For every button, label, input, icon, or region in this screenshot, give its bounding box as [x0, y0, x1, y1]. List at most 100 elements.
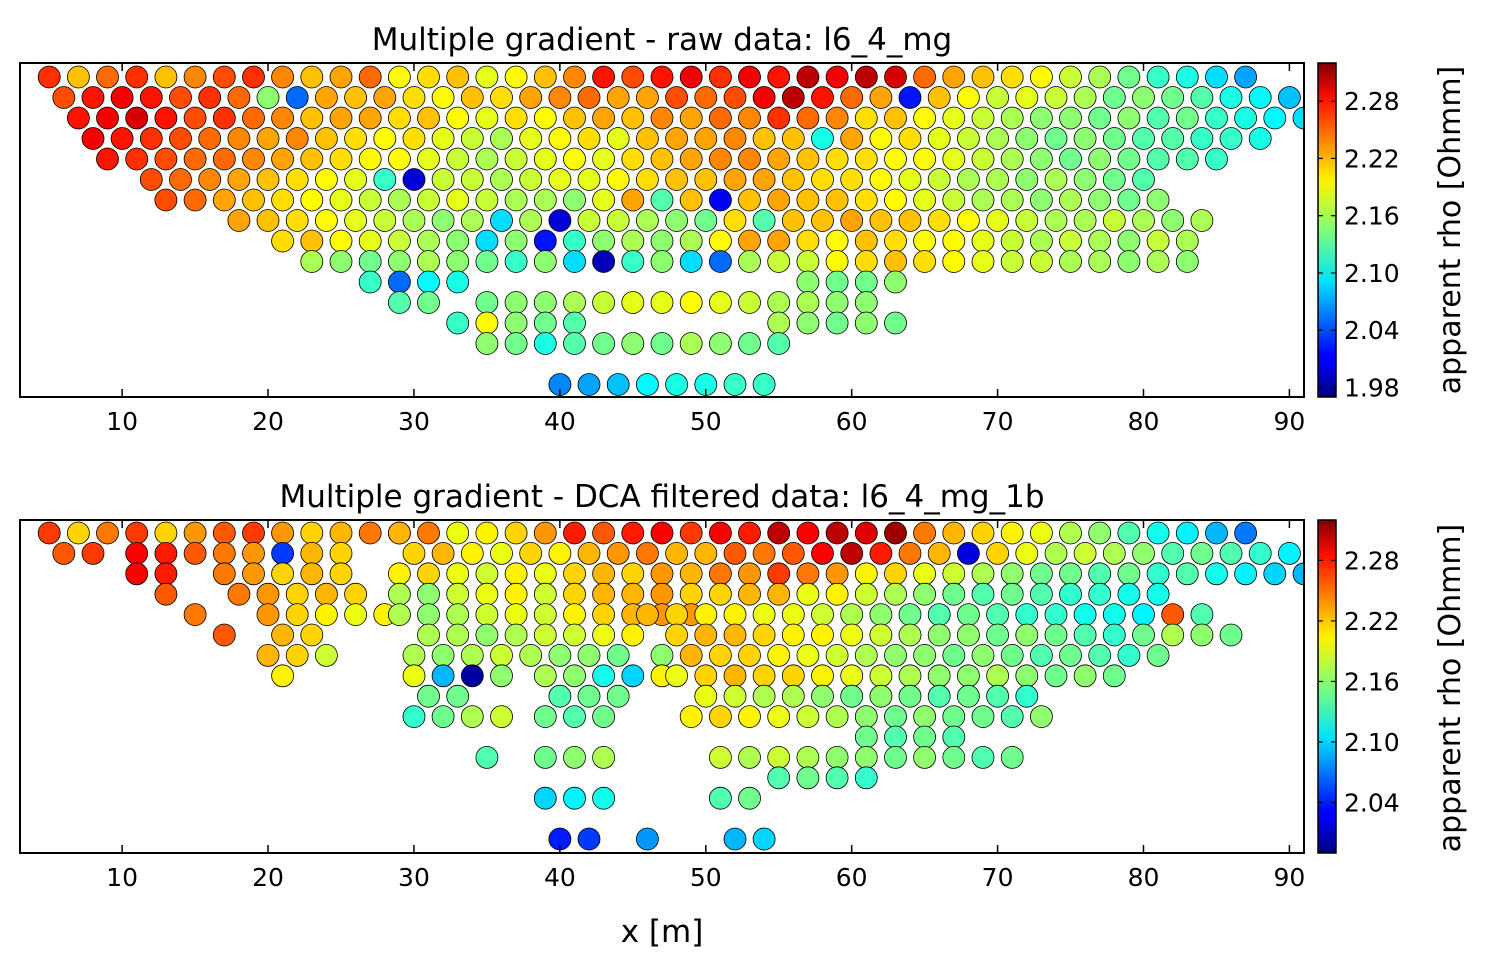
- data-point: [781, 684, 805, 708]
- data-point: [986, 542, 1009, 565]
- data-point: [898, 623, 922, 647]
- raw-data-markers: [37, 65, 1304, 396]
- data-point: [387, 291, 411, 314]
- data-point: [854, 147, 878, 171]
- data-point: [446, 65, 470, 89]
- data-point: [139, 86, 163, 109]
- data-point: [884, 147, 907, 171]
- data-point: [1030, 65, 1053, 89]
- data-point: [373, 86, 397, 109]
- data-point: [417, 623, 440, 647]
- data-point: [723, 603, 747, 626]
- data-point: [942, 746, 966, 769]
- data-point: [1117, 521, 1141, 545]
- data-point: [490, 542, 513, 565]
- data-point: [665, 209, 688, 232]
- data-point: [417, 521, 440, 545]
- data-point: [504, 250, 528, 273]
- data-point: [563, 746, 586, 769]
- data-point: [723, 209, 747, 232]
- data-point: [592, 603, 615, 626]
- data-point: [577, 209, 601, 232]
- data-point: [927, 168, 951, 191]
- data-point: [446, 603, 470, 626]
- data-point: [781, 86, 805, 109]
- data-point: [621, 582, 645, 606]
- data-point: [1175, 106, 1199, 130]
- data-point: [825, 270, 849, 294]
- data-point: [971, 582, 995, 606]
- data-point: [592, 582, 615, 606]
- data-point: [563, 603, 586, 626]
- data-point: [854, 188, 878, 212]
- data-point: [1030, 147, 1053, 171]
- data-point: [446, 562, 470, 586]
- data-point: [636, 827, 659, 851]
- data-point: [709, 582, 732, 606]
- data-point: [300, 229, 324, 253]
- data-point: [1132, 168, 1155, 191]
- data-point: [548, 209, 572, 232]
- data-point: [1030, 188, 1053, 212]
- data-point: [884, 562, 907, 586]
- data-point: [533, 623, 557, 647]
- data-point: [431, 644, 455, 667]
- data-point: [475, 65, 499, 89]
- data-point: [548, 684, 572, 708]
- data-point: [606, 644, 630, 667]
- data-point: [256, 127, 280, 150]
- data-point: [154, 521, 178, 545]
- filtered-plot-frame: [19, 519, 1305, 854]
- data-point: [971, 746, 995, 769]
- data-point: [1161, 542, 1185, 565]
- data-point: [533, 229, 557, 253]
- colorbar-tick-label: 2.16: [1344, 202, 1400, 231]
- data-point: [665, 127, 688, 150]
- data-point: [387, 603, 411, 626]
- raw-data-panel: Multiple gradient - raw data: l6_4_mg 10…: [19, 22, 1468, 436]
- data-point: [1161, 603, 1185, 626]
- data-point: [183, 188, 207, 212]
- data-point: [242, 542, 265, 565]
- data-point: [942, 521, 966, 545]
- data-point: [504, 188, 528, 212]
- data-point: [198, 127, 222, 150]
- data-point: [709, 746, 732, 769]
- data-point: [1000, 106, 1024, 130]
- data-point: [665, 168, 688, 191]
- data-point: [183, 521, 207, 545]
- data-point: [898, 209, 922, 232]
- data-point: [796, 644, 820, 667]
- data-point: [738, 106, 761, 130]
- data-point: [139, 168, 163, 191]
- data-point: [971, 644, 995, 667]
- data-point: [679, 521, 703, 545]
- data-point: [1102, 168, 1126, 191]
- data-point: [314, 86, 338, 109]
- data-point: [884, 106, 907, 130]
- data-point: [402, 705, 426, 728]
- x-tick-label: 60: [836, 407, 868, 436]
- data-point: [1073, 623, 1097, 647]
- data-point: [723, 684, 747, 708]
- data-point: [709, 332, 732, 355]
- data-point: [154, 65, 178, 89]
- data-point: [329, 147, 353, 171]
- data-point: [767, 250, 791, 273]
- data-point: [811, 127, 834, 150]
- data-point: [913, 521, 936, 545]
- data-point: [825, 582, 849, 606]
- data-point: [139, 127, 163, 150]
- data-point: [650, 644, 674, 667]
- data-point: [1015, 542, 1039, 565]
- data-point: [285, 209, 309, 232]
- data-point: [679, 705, 703, 728]
- data-point: [490, 86, 513, 109]
- data-point: [767, 229, 791, 253]
- data-point: [1234, 562, 1257, 586]
- data-point: [665, 86, 688, 109]
- data-point: [446, 188, 470, 212]
- data-point: [767, 644, 791, 667]
- data-point: [1146, 582, 1170, 606]
- data-point: [971, 188, 995, 212]
